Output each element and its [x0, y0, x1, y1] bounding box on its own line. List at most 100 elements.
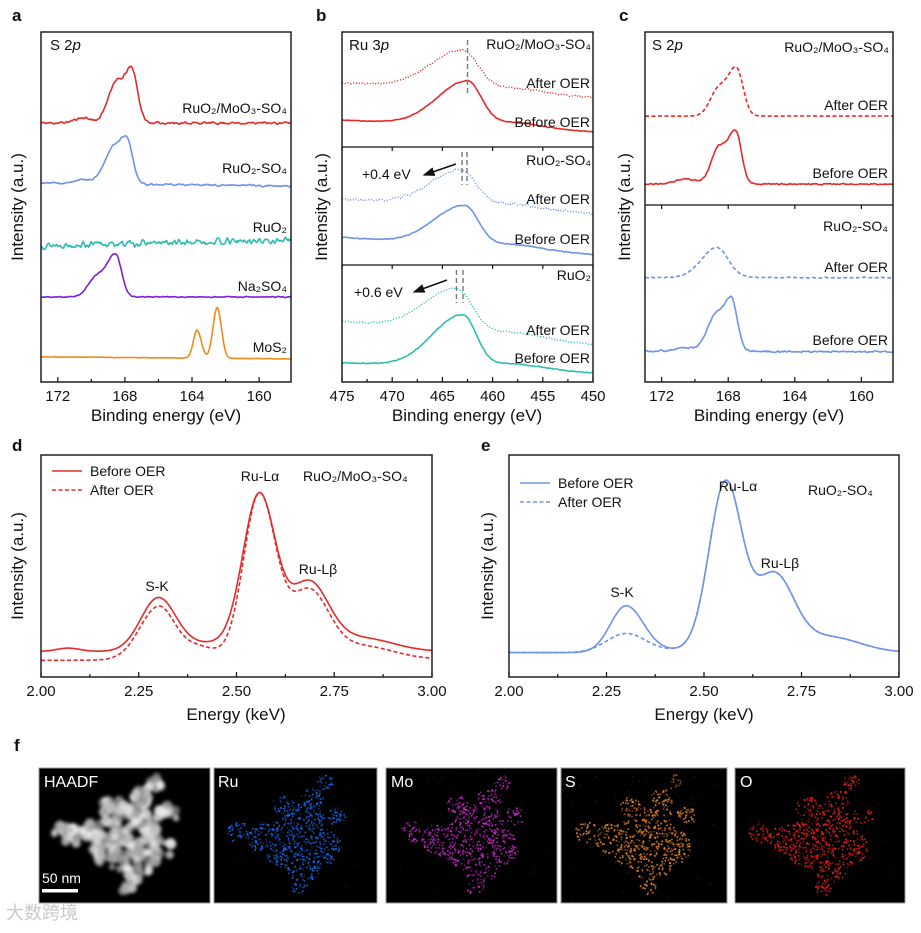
eds-signal-dot — [860, 858, 863, 861]
eds-signal-dot — [313, 869, 315, 872]
eds-signal-dot — [239, 835, 242, 838]
eds-signal-dot — [651, 861, 653, 864]
haadf-particle — [111, 822, 122, 833]
eds-signal-dot — [844, 792, 847, 794]
eds-signal-dot — [471, 838, 473, 840]
eds-signal-dot — [336, 842, 339, 844]
eds-signal-dot — [848, 826, 851, 829]
eds-signal-dot — [830, 825, 832, 827]
haadf-particle — [172, 814, 180, 822]
eds-signal-dot — [672, 775, 675, 777]
eds-signal-dot — [271, 843, 274, 845]
eds-signal-dot — [816, 882, 819, 885]
eds-signal-dot — [286, 864, 288, 867]
eds-signal-dot — [823, 840, 826, 843]
eds-signal-dot — [687, 848, 690, 851]
eds-signal-dot — [472, 845, 475, 848]
eds-signal-dot — [833, 791, 836, 794]
series-line-mos- — [40, 306, 292, 360]
eds-signal-dot — [331, 823, 333, 825]
eds-signal-dot — [289, 869, 291, 871]
x-tick-label: 160 — [849, 388, 874, 405]
eds-signal-dot — [437, 841, 439, 843]
eds-signal-dot — [669, 827, 671, 829]
eds-signal-dot — [483, 855, 485, 857]
eds-signal-dot — [627, 813, 629, 816]
eds-signal-dot — [847, 852, 850, 855]
eds-signal-dot — [261, 845, 263, 847]
eds-signal-dot — [494, 793, 497, 796]
eds-signal-dot — [616, 844, 619, 847]
eds-signal-dot — [259, 826, 262, 829]
eds-noise-dot — [868, 864, 870, 866]
eds-map-image — [734, 767, 906, 904]
eds-signal-dot — [810, 809, 812, 812]
eds-signal-dot — [835, 827, 838, 830]
series-line-before-oer — [341, 313, 594, 374]
eds-signal-dot — [825, 880, 828, 882]
eds-signal-dot — [282, 807, 285, 810]
eds-signal-dot — [606, 824, 609, 826]
eds-signal-dot — [499, 822, 502, 825]
eds-noise-dot — [579, 784, 581, 786]
eds-noise-dot — [811, 787, 813, 789]
eds-signal-dot — [663, 819, 666, 822]
eds-signal-dot — [650, 873, 652, 875]
eds-signal-dot — [293, 835, 295, 838]
eds-signal-dot — [472, 812, 475, 815]
eds-signal-dot — [412, 839, 415, 842]
eds-signal-dot — [463, 835, 466, 838]
eds-signal-dot — [826, 860, 829, 862]
eds-noise-dot — [322, 898, 324, 900]
eds-signal-dot — [659, 874, 662, 877]
eds-signal-dot — [438, 853, 440, 855]
eds-signal-dot — [319, 863, 322, 865]
eds-signal-dot — [843, 824, 846, 826]
eds-signal-dot — [237, 828, 240, 831]
eds-signal-dot — [286, 855, 288, 857]
eds-signal-dot — [645, 822, 648, 825]
eds-signal-dot — [821, 868, 824, 871]
eds-signal-dot — [863, 843, 866, 846]
eds-signal-dot — [286, 860, 288, 863]
eds-signal-dot — [287, 872, 290, 875]
eds-signal-dot — [846, 817, 848, 819]
x-tick-label: 164 — [179, 388, 204, 405]
eds-signal-dot — [511, 850, 514, 852]
eds-signal-dot — [631, 804, 634, 807]
eds-signal-dot — [654, 837, 657, 839]
eds-signal-dot — [666, 805, 669, 808]
eds-signal-dot — [465, 822, 467, 825]
eds-signal-dot — [287, 839, 290, 842]
eds-signal-dot — [789, 845, 791, 848]
eds-signal-dot — [483, 833, 485, 836]
eds-signal-dot — [325, 774, 327, 777]
eds-signal-dot — [852, 782, 855, 784]
eds-signal-dot — [803, 855, 805, 858]
eds-signal-dot — [861, 845, 863, 848]
eds-signal-dot — [296, 809, 298, 811]
eds-noise-dot — [701, 842, 703, 844]
eds-signal-dot — [449, 842, 451, 844]
eds-signal-dot — [610, 827, 613, 829]
eds-signal-dot — [847, 820, 849, 823]
eds-signal-dot — [512, 838, 515, 841]
eds-signal-dot — [816, 810, 818, 812]
eds-signal-dot — [604, 826, 606, 828]
eds-signal-dot — [837, 847, 839, 850]
eds-signal-dot — [634, 857, 637, 860]
eds-signal-dot — [490, 794, 492, 796]
eds-signal-dot — [313, 861, 316, 863]
eds-signal-dot — [317, 855, 320, 858]
eds-signal-dot — [251, 838, 254, 841]
eds-signal-dot — [472, 859, 474, 861]
eds-signal-dot — [806, 841, 808, 844]
eds-signal-dot — [658, 832, 661, 835]
eds-noise-dot — [335, 830, 337, 832]
eds-signal-dot — [264, 845, 267, 848]
eds-signal-dot — [849, 848, 852, 851]
eds-signal-dot — [305, 807, 308, 810]
eds-signal-dot — [427, 849, 430, 851]
eds-signal-dot — [329, 854, 331, 857]
eds-signal-dot — [855, 830, 858, 833]
